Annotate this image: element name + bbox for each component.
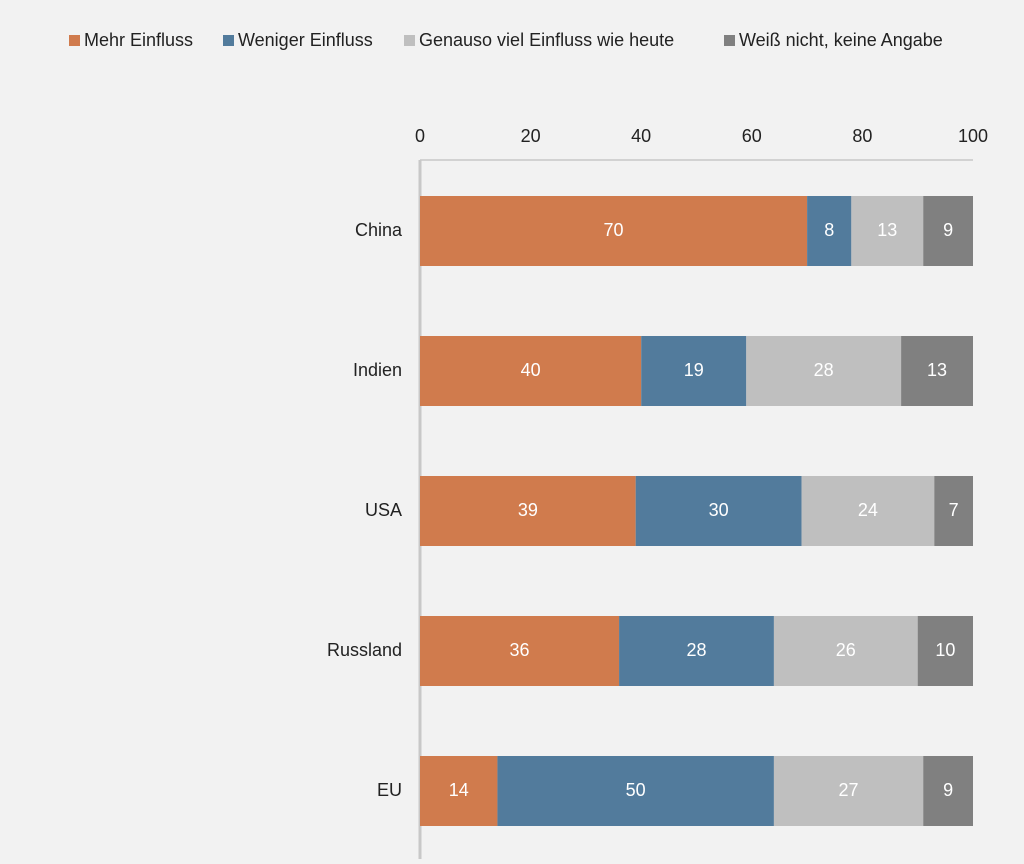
legend-label-genauso-viel-einfluss-wie-heute: Genauso viel Einfluss wie heute <box>419 30 674 50</box>
data-label-china-weiss-nicht-keine-angabe: 9 <box>943 220 953 240</box>
category-label-russland: Russland <box>327 640 402 660</box>
x-tick-label-40: 40 <box>631 126 651 146</box>
x-tick-label-100: 100 <box>958 126 988 146</box>
x-tick-label-80: 80 <box>852 126 872 146</box>
legend-swatch-weiss-nicht-keine-angabe <box>724 35 735 46</box>
data-label-russland-weniger-einfluss: 28 <box>686 640 706 660</box>
bar-segment-eu-genauso-viel-einfluss-wie-heute <box>773 756 924 826</box>
bar-segment-indien-mehr-einfluss <box>420 336 642 406</box>
data-label-indien-weiss-nicht-keine-angabe: 13 <box>927 360 947 380</box>
bar-segment-usa-genauso-viel-einfluss-wie-heute <box>801 476 935 546</box>
category-label-eu: EU <box>377 780 402 800</box>
data-label-china-weniger-einfluss: 8 <box>824 220 834 240</box>
data-label-russland-genauso-viel-einfluss-wie-heute: 26 <box>836 640 856 660</box>
bar-segment-russland-weiss-nicht-keine-angabe <box>917 616 973 686</box>
bar-segment-china-weniger-einfluss <box>807 196 852 266</box>
category-label-china: China <box>355 220 403 240</box>
data-label-usa-weniger-einfluss: 30 <box>709 500 729 520</box>
x-tick-label-20: 20 <box>521 126 541 146</box>
legend-swatch-mehr-einfluss <box>69 35 80 46</box>
legend-label-mehr-einfluss: Mehr Einfluss <box>84 30 193 50</box>
bar-segment-indien-weniger-einfluss <box>641 336 747 406</box>
data-label-russland-weiss-nicht-keine-angabe: 10 <box>935 640 955 660</box>
bar-segment-usa-mehr-einfluss <box>420 476 636 546</box>
legend-label-weiss-nicht-keine-angabe: Weiß nicht, keine Angabe <box>739 30 943 50</box>
bar-segment-china-mehr-einfluss <box>420 196 808 266</box>
data-label-usa-genauso-viel-einfluss-wie-heute: 24 <box>858 500 878 520</box>
legend-swatch-weniger-einfluss <box>223 35 234 46</box>
bar-segment-china-weiss-nicht-keine-angabe <box>923 196 973 266</box>
bar-segment-usa-weniger-einfluss <box>635 476 802 546</box>
bar-segment-indien-genauso-viel-einfluss-wie-heute <box>746 336 902 406</box>
data-label-eu-genauso-viel-einfluss-wie-heute: 27 <box>839 780 859 800</box>
data-label-usa-mehr-einfluss: 39 <box>518 500 538 520</box>
x-tick-label-60: 60 <box>742 126 762 146</box>
data-label-china-genauso-viel-einfluss-wie-heute: 13 <box>877 220 897 240</box>
data-label-china-mehr-einfluss: 70 <box>604 220 624 240</box>
bar-segment-russland-mehr-einfluss <box>420 616 620 686</box>
bar-segment-eu-weniger-einfluss <box>497 756 774 826</box>
bar-segment-russland-weniger-einfluss <box>619 616 774 686</box>
data-label-indien-genauso-viel-einfluss-wie-heute: 28 <box>814 360 834 380</box>
data-label-russland-mehr-einfluss: 36 <box>510 640 530 660</box>
bar-segment-eu-mehr-einfluss <box>420 756 498 826</box>
bar-segment-usa-weiss-nicht-keine-angabe <box>934 476 973 546</box>
bar-segment-china-genauso-viel-einfluss-wie-heute <box>851 196 924 266</box>
x-tick-label-0: 0 <box>415 126 425 146</box>
data-label-eu-mehr-einfluss: 14 <box>449 780 469 800</box>
data-label-indien-weniger-einfluss: 19 <box>684 360 704 380</box>
data-label-usa-weiss-nicht-keine-angabe: 7 <box>949 500 959 520</box>
category-label-indien: Indien <box>353 360 402 380</box>
data-label-indien-mehr-einfluss: 40 <box>521 360 541 380</box>
legend-label-weniger-einfluss: Weniger Einfluss <box>238 30 373 50</box>
category-label-usa: USA <box>365 500 402 520</box>
bar-segment-russland-genauso-viel-einfluss-wie-heute <box>773 616 918 686</box>
bar-segment-eu-weiss-nicht-keine-angabe <box>923 756 973 826</box>
legend-swatch-genauso-viel-einfluss-wie-heute <box>404 35 415 46</box>
data-label-eu-weniger-einfluss: 50 <box>626 780 646 800</box>
data-label-eu-weiss-nicht-keine-angabe: 9 <box>943 780 953 800</box>
bar-segment-indien-weiss-nicht-keine-angabe <box>901 336 973 406</box>
